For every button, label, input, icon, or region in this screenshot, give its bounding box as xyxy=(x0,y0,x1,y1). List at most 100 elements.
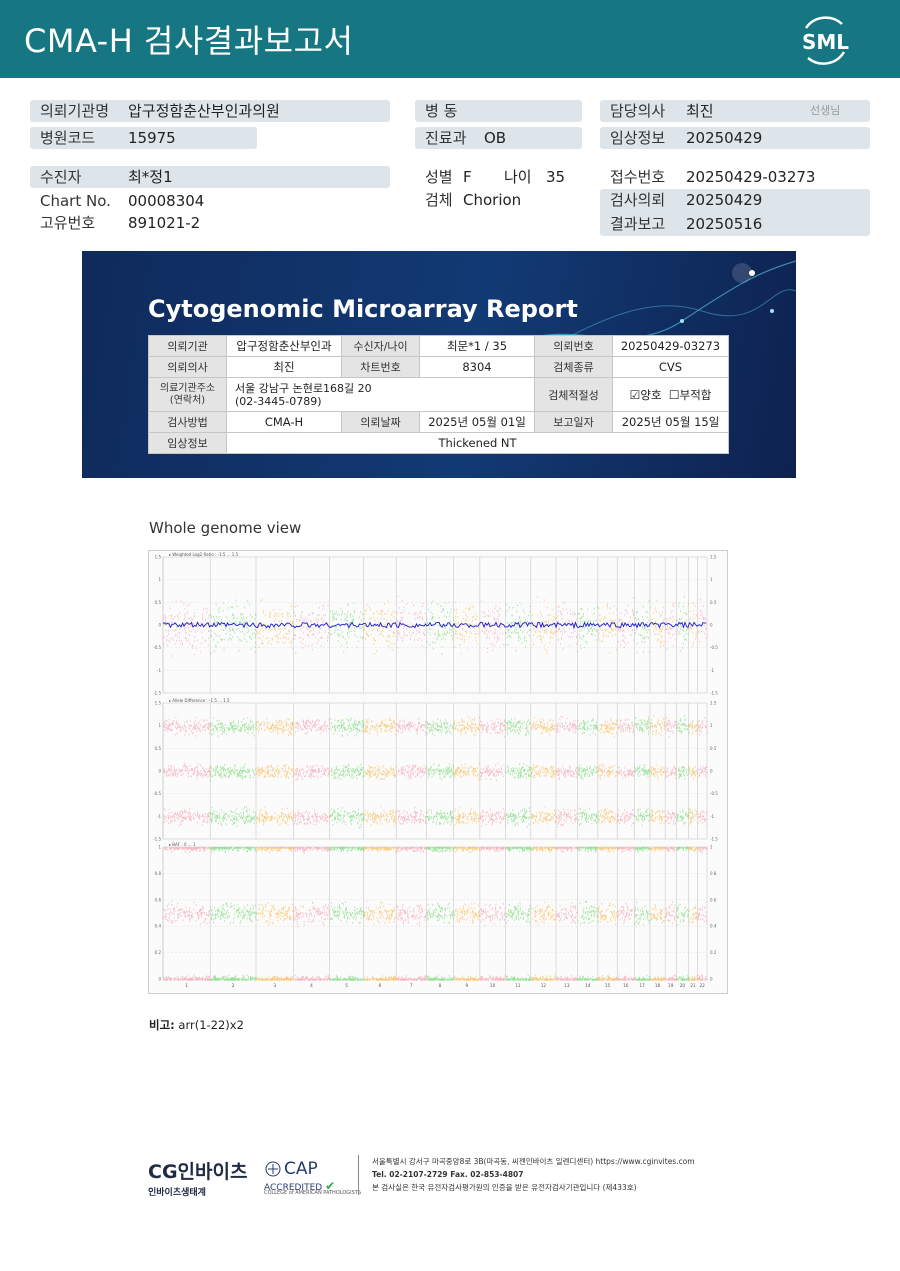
data-point xyxy=(540,621,542,624)
data-point xyxy=(197,763,199,766)
data-point xyxy=(263,821,265,823)
data-point xyxy=(301,778,303,780)
data-point xyxy=(476,623,478,626)
data-point xyxy=(476,726,478,729)
data-point xyxy=(174,643,176,645)
data-point xyxy=(572,635,574,638)
data-point xyxy=(337,817,339,820)
data-point xyxy=(323,729,325,731)
data-point xyxy=(272,775,274,777)
data-point xyxy=(609,651,611,654)
data-point xyxy=(446,726,448,728)
data-point xyxy=(276,634,278,637)
data-point xyxy=(258,818,260,820)
data-point xyxy=(494,628,496,630)
data-point xyxy=(519,617,521,619)
data-point xyxy=(414,617,416,620)
data-point xyxy=(439,770,441,772)
data-point xyxy=(668,618,670,620)
data-point xyxy=(360,823,362,826)
data-point xyxy=(228,776,230,779)
data-point xyxy=(348,628,350,631)
data-point xyxy=(188,772,190,775)
data-point xyxy=(408,631,410,634)
data-point xyxy=(389,813,391,815)
data-point xyxy=(327,767,329,769)
data-point xyxy=(238,772,240,775)
data-point xyxy=(395,723,397,725)
data-point xyxy=(501,622,502,625)
data-point xyxy=(335,765,337,768)
data-point xyxy=(245,820,246,823)
data-point xyxy=(345,823,347,826)
data-point xyxy=(561,613,563,616)
data-point xyxy=(440,816,442,819)
data-point xyxy=(533,628,534,631)
data-point xyxy=(393,726,395,728)
data-point xyxy=(212,769,214,771)
data-point xyxy=(486,629,487,631)
data-point xyxy=(452,616,454,619)
data-point xyxy=(204,639,206,642)
data-point xyxy=(491,824,493,826)
data-point xyxy=(374,821,376,823)
data-point xyxy=(609,627,611,629)
data-point xyxy=(308,815,310,818)
data-point xyxy=(402,772,404,774)
data-point xyxy=(363,730,364,732)
data-point xyxy=(373,653,375,655)
data-point xyxy=(385,767,387,770)
cell-address: 서울 강남구 논현로168길 20 (02-3445-0789) xyxy=(226,377,535,412)
data-point xyxy=(451,767,453,770)
data-point xyxy=(417,728,419,730)
data-point xyxy=(181,642,183,644)
data-point xyxy=(397,771,399,773)
data-point xyxy=(416,728,418,730)
data-point xyxy=(426,771,428,773)
data-point xyxy=(274,635,276,638)
data-point xyxy=(183,810,185,812)
data-point xyxy=(233,818,235,820)
data-point xyxy=(262,768,263,771)
data-point xyxy=(705,627,707,629)
data-point xyxy=(507,765,509,767)
data-point xyxy=(648,619,650,622)
data-point xyxy=(178,814,180,817)
data-point xyxy=(372,770,374,773)
data-point xyxy=(244,806,246,809)
data-point xyxy=(280,719,282,722)
data-point xyxy=(441,778,442,781)
data-point xyxy=(415,815,417,817)
data-point xyxy=(293,814,295,816)
y-tick-label-right: 1 xyxy=(710,577,713,582)
data-point xyxy=(243,822,245,825)
data-point xyxy=(357,768,359,771)
data-point xyxy=(293,722,295,725)
data-point xyxy=(292,638,294,640)
data-point xyxy=(207,727,209,729)
data-point xyxy=(350,775,352,778)
data-point xyxy=(298,769,300,772)
data-point xyxy=(277,727,279,729)
data-point xyxy=(282,770,284,772)
data-point xyxy=(333,615,335,618)
data-point xyxy=(182,765,184,768)
data-point xyxy=(220,638,222,641)
data-point xyxy=(186,810,187,813)
data-point xyxy=(220,767,222,770)
data-point xyxy=(359,616,360,619)
data-point xyxy=(232,725,234,727)
data-point xyxy=(190,775,192,777)
data-point xyxy=(175,813,177,816)
data-point xyxy=(306,766,308,768)
data-point xyxy=(427,722,428,724)
data-point xyxy=(419,616,421,618)
data-point xyxy=(400,616,402,619)
data-point xyxy=(200,770,202,772)
data-point xyxy=(434,722,436,725)
data-point xyxy=(462,771,464,774)
data-point xyxy=(445,721,447,723)
data-point xyxy=(418,772,420,774)
data-point xyxy=(451,810,453,813)
data-point xyxy=(262,629,264,632)
